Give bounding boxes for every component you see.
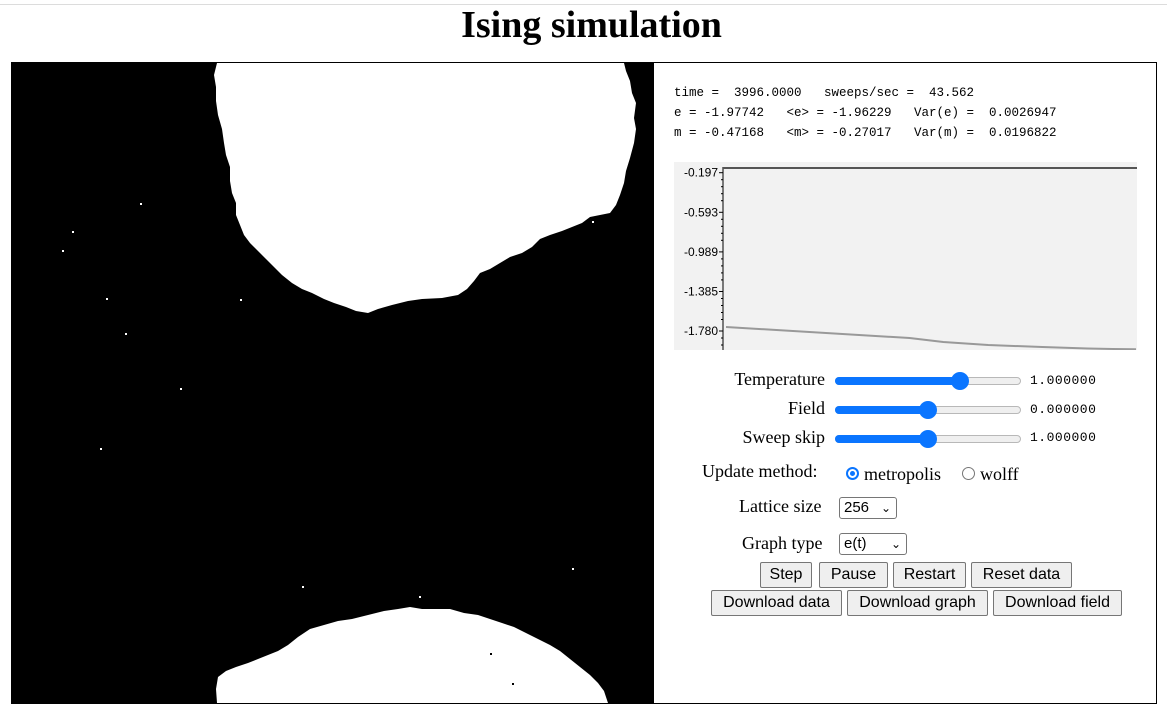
graph-background <box>674 162 1137 350</box>
metropolis-radio-label[interactable]: metropolis <box>864 464 941 484</box>
lattice-size-value: 256 <box>844 499 870 516</box>
y-tick-label: -0.989 <box>684 245 718 259</box>
temperature-label: Temperature <box>734 369 825 389</box>
stats-line-energy: e = -1.97742 <e> = -1.96229 Var(e) = 0.0… <box>674 106 1057 120</box>
download-graph-button[interactable]: Download graph <box>847 590 988 616</box>
download-field-button[interactable]: Download field <box>993 590 1122 616</box>
stats-line-magnetization: m = -0.47168 <m> = -0.27017 Var(m) = 0.0… <box>674 126 1057 140</box>
stats-readout: time = 3996.0000 sweeps/sec = 43.562 e =… <box>674 83 1057 143</box>
temperature-slider[interactable] <box>835 369 1021 393</box>
field-slider-thumb[interactable] <box>919 401 937 419</box>
energy-graph-svg: -0.197 -0.593 -0.989 -1.385 -1.780 <box>674 162 1137 350</box>
stats-line-time: time = 3996.0000 sweeps/sec = 43.562 <box>674 86 975 100</box>
temperature-value: 1.000000 <box>1030 373 1097 388</box>
page-title: Ising simulation <box>461 4 722 46</box>
y-tick-label: -1.385 <box>684 285 718 299</box>
y-tick-label: -0.593 <box>684 205 718 219</box>
lattice-size-label: Lattice size <box>739 496 822 516</box>
wolff-radio-label[interactable]: wolff <box>980 464 1019 484</box>
spin-up-domain-bottom <box>216 607 608 703</box>
sweep-skip-slider-thumb[interactable] <box>919 430 937 448</box>
top-divider <box>0 4 1167 5</box>
graph-type-select[interactable]: e(t) ⌄ <box>839 533 907 555</box>
spin-lattice-image <box>12 63 654 703</box>
step-button[interactable]: Step <box>760 562 812 588</box>
y-tick-label: -1.780 <box>684 324 718 338</box>
field-value: 0.000000 <box>1030 402 1097 417</box>
field-label: Field <box>787 398 825 418</box>
download-data-button[interactable]: Download data <box>711 590 842 616</box>
isolated-spins <box>62 94 594 598</box>
control-panel: time = 3996.0000 sweeps/sec = 43.562 e =… <box>655 63 1156 703</box>
spin-lattice-canvas[interactable] <box>12 63 654 703</box>
pause-button[interactable]: Pause <box>819 562 888 588</box>
sweep-skip-slider[interactable] <box>835 427 1021 451</box>
lattice-size-select[interactable]: 256 ⌄ <box>839 497 897 519</box>
sweep-skip-value: 1.000000 <box>1030 430 1097 445</box>
spin-up-domain-top <box>214 63 636 313</box>
isolated-down-spins <box>298 628 514 685</box>
restart-button[interactable]: Restart <box>893 562 966 588</box>
chevron-down-icon: ⌄ <box>890 537 901 551</box>
sweep-skip-label: Sweep skip <box>742 427 826 447</box>
graph-type-label: Graph type <box>742 533 823 553</box>
update-method-label: Update method: <box>702 461 818 481</box>
energy-graph: -0.197 -0.593 -0.989 -1.385 -1.780 <box>674 162 1137 350</box>
metropolis-radio[interactable] <box>846 467 859 480</box>
chevron-down-icon: ⌄ <box>880 501 891 515</box>
field-slider[interactable] <box>835 398 1021 422</box>
graph-type-value: e(t) <box>844 535 867 552</box>
temperature-slider-thumb[interactable] <box>950 372 969 390</box>
y-tick-label: -0.197 <box>684 166 718 180</box>
reset-data-button[interactable]: Reset data <box>971 562 1072 588</box>
wolff-radio[interactable] <box>962 467 975 480</box>
energy-series-line <box>725 326 1137 350</box>
simulation-frame: time = 3996.0000 sweeps/sec = 43.562 e =… <box>11 62 1157 704</box>
